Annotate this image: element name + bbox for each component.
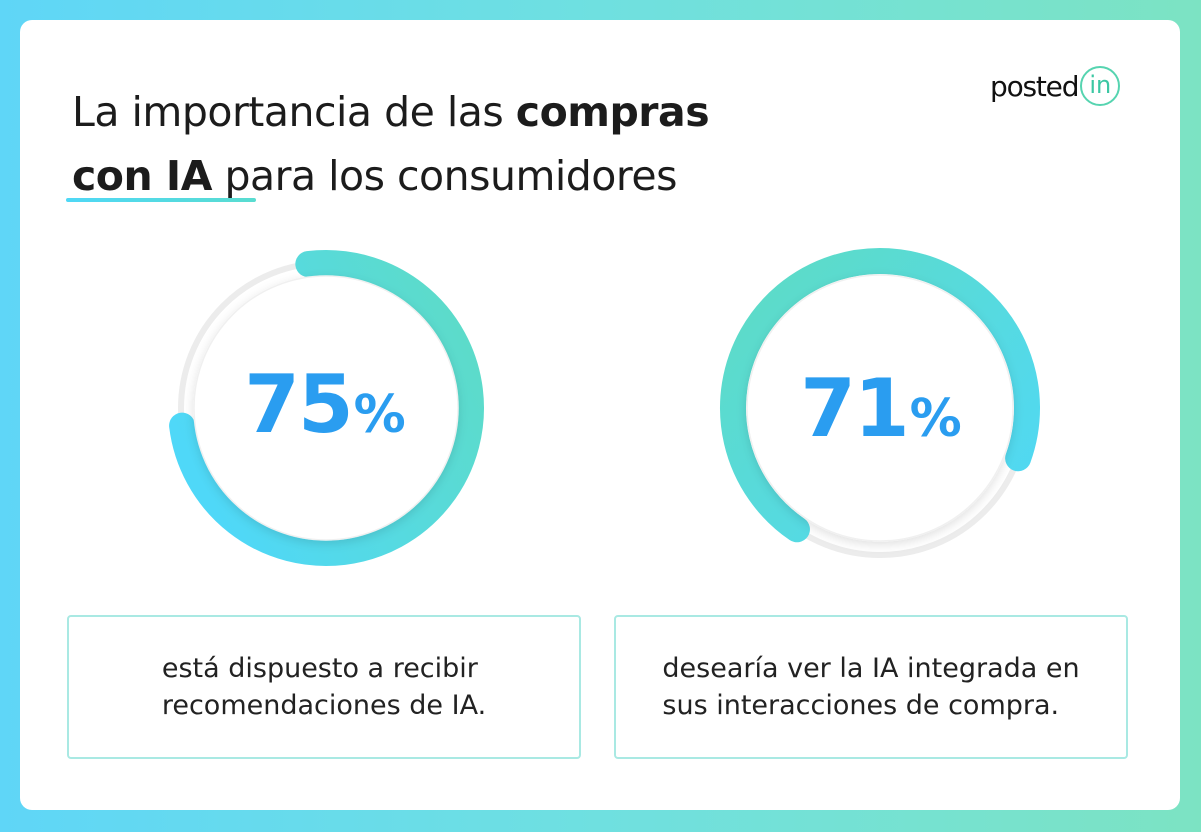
stat-2-description-box: desearía ver la IA integrada en sus inte…	[614, 615, 1128, 759]
title-line1-bold: compras	[515, 88, 710, 136]
stat-2-description-line: desearía ver la IA integrada en	[662, 653, 1080, 684]
infographic-card: La importancia de las compras con IA par…	[20, 20, 1180, 810]
progress-rings	[169, 248, 1040, 566]
stat-value-1: 75%	[195, 358, 455, 451]
title-underline	[66, 198, 256, 202]
stat-2-unit: %	[909, 389, 962, 449]
posted-in-logo: posted in	[990, 64, 1121, 108]
stat-1-description-box: está dispuesto a recibir recomendaciones…	[67, 615, 581, 759]
stat-1-description: está dispuesto a recibir recomendaciones…	[162, 650, 486, 724]
stat-2-description-line: sus interacciones de compra.	[662, 690, 1060, 721]
ring-2-inner-disc	[746, 274, 1014, 542]
page-title: La importancia de las compras con IA par…	[72, 80, 710, 208]
stat-1-number: 75	[244, 358, 353, 451]
stat-1-description-line: recomendaciones de IA.	[161, 690, 487, 721]
stat-1-description-line: está dispuesto a recibir	[161, 653, 478, 684]
title-line2-bold: con IA	[72, 152, 212, 200]
stat-value-2: 71%	[751, 362, 1011, 455]
stat-1-unit: %	[353, 385, 406, 445]
stat-2-number: 71	[800, 362, 909, 455]
ring-2-progress-arc	[720, 248, 1040, 543]
logo-text: posted	[990, 69, 1079, 103]
stat-2-description: desearía ver la IA integrada en sus inte…	[662, 650, 1079, 724]
ring-1-progress-arc	[169, 250, 484, 566]
title-line1-regular: La importancia de las	[72, 88, 516, 136]
title-line2-regular: para los consumidores	[211, 152, 677, 200]
logo-badge: in	[1080, 66, 1121, 106]
ring-1-inner-disc	[193, 275, 459, 541]
